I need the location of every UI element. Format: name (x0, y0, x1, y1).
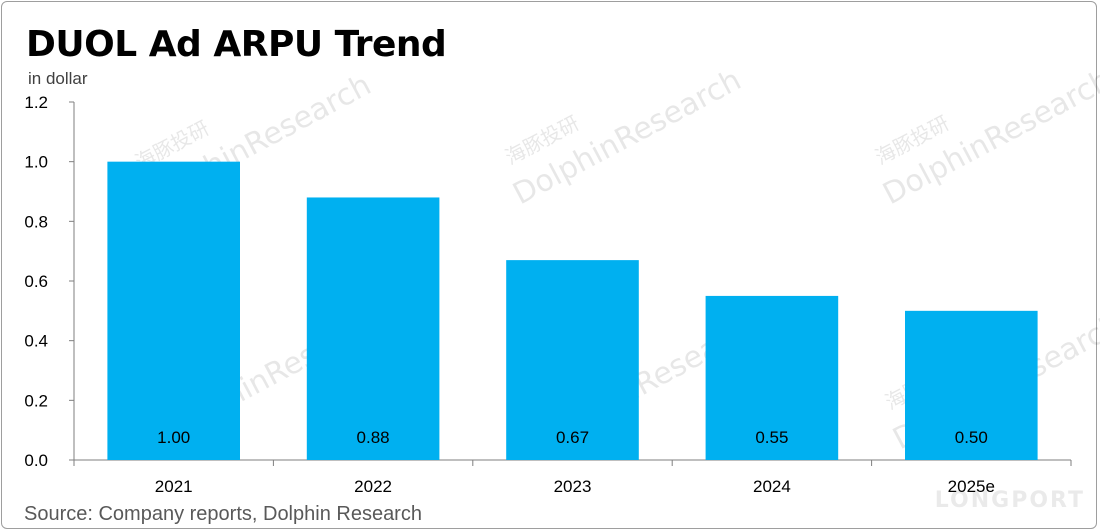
y-tick-label: 0.6 (24, 272, 48, 291)
x-tick-label: 2021 (155, 477, 193, 496)
bars: 1.00 2021 0.88 2022 0.67 2023 0.55 2024 0.50 2025… (107, 161, 1038, 496)
bar-value-label: 0.88 (357, 428, 390, 447)
y-tick-label: 0.0 (24, 451, 48, 470)
y-tick-label: 0.4 (24, 332, 48, 351)
x-tick-label: 2022 (354, 477, 392, 496)
bar-value-label: 0.55 (755, 428, 788, 447)
x-tick-label: 2024 (753, 477, 791, 496)
bar (904, 310, 1038, 460)
source-note: Source: Company reports, Dolphin Researc… (24, 503, 422, 525)
y-tick-label: 0.2 (24, 391, 48, 410)
y-tick-label: 0.8 (24, 212, 48, 231)
chart-title: DUOL Ad ARPU Trend (26, 24, 447, 65)
x-tick-label: 2025e (948, 477, 995, 496)
bar (705, 295, 839, 460)
bar (306, 197, 440, 460)
y-tick-label: 1.0 (24, 153, 48, 172)
unit-label: in dollar (28, 69, 88, 88)
x-tick-label: 2023 (554, 477, 592, 496)
bar-value-label: 1.00 (157, 428, 190, 447)
bar (107, 161, 241, 460)
bar-value-label: 0.50 (955, 428, 988, 447)
bar (506, 260, 639, 460)
y-tick-label: 1.2 (24, 93, 48, 112)
bar-value-label: 0.67 (556, 428, 589, 447)
watermark-brand-text: LONGPORT (935, 488, 1085, 513)
